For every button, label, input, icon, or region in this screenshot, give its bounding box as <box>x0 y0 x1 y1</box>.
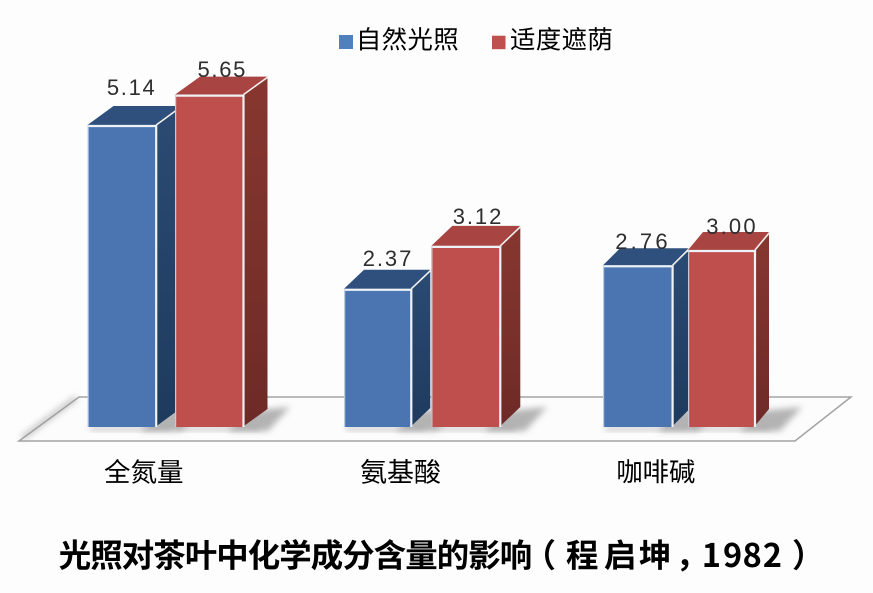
svg-text:2.37: 2.37 <box>363 246 413 271</box>
svg-text:2.76: 2.76 <box>615 229 671 254</box>
svg-text:3.12: 3.12 <box>453 204 503 229</box>
svg-text:5.14: 5.14 <box>107 75 157 100</box>
svg-text:3.00: 3.00 <box>706 214 758 239</box>
svg-text:5.65: 5.65 <box>197 57 247 82</box>
